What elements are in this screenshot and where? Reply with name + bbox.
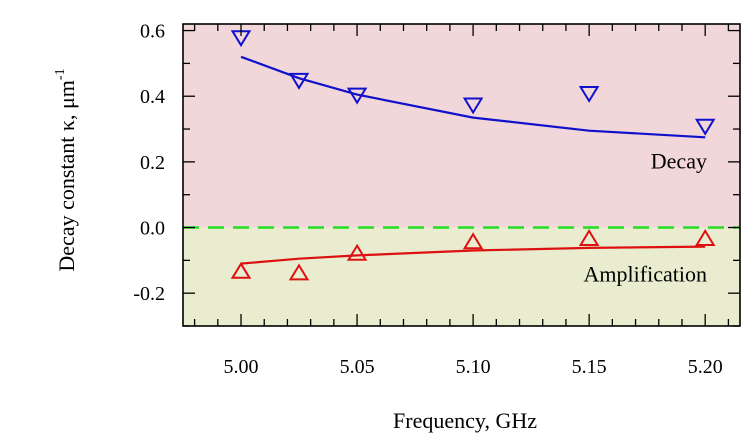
y-tick-label: 0.2: [140, 152, 165, 174]
amplification-data-point: [288, 263, 310, 281]
axes-layer: [182, 23, 741, 327]
x-axis-title: Frequency, GHz: [393, 408, 537, 433]
region-decay: [183, 24, 740, 228]
amplification-data-point: [346, 243, 368, 261]
y-axis-title-main: Decay constant κ, μm: [54, 80, 79, 272]
x-tick-label: 5.15: [572, 356, 607, 378]
decay-fit-line: [240, 55, 706, 139]
x-tick-label: 5.20: [688, 356, 723, 378]
fit-lines-layer: [240, 55, 706, 265]
y-tick-label: 0.4: [140, 86, 165, 108]
y-tick-label: 0.6: [140, 21, 165, 43]
decay-data-point: [578, 86, 600, 103]
amplification-data-point: [462, 232, 484, 250]
labels-layer: 5.00 5.05 5.10 5.15 5.20 -0.2 0.0 0.2 0.4 0.6 Deca…: [133, 21, 722, 378]
amplification-data-point: [230, 261, 252, 279]
data-points-layer: [230, 30, 716, 281]
decay-data-point: [462, 97, 484, 115]
amplification-data-point: [578, 228, 600, 246]
x-tick-label: 5.10: [456, 356, 491, 378]
x-tick-label: 5.00: [224, 356, 259, 378]
region-annotation-amplification: Amplification: [584, 262, 707, 287]
amplification-fit-line: [240, 245, 706, 265]
regions-layer: [183, 24, 740, 326]
amplification-data-point: [694, 228, 716, 246]
y-tick-label: 0.0: [140, 218, 165, 240]
plot-frame: [182, 23, 741, 327]
y-axis-title: Decay constant κ, μm-1: [53, 68, 79, 271]
decay-data-point: [288, 72, 310, 90]
region-annotation-decay: Decay: [651, 148, 707, 173]
x-tick-label: 5.05: [340, 356, 375, 378]
y-axis-title-superscript: -1: [53, 68, 68, 80]
decay-data-point: [694, 118, 716, 136]
region-amplification: [183, 227, 740, 326]
decay-data-point: [346, 87, 368, 105]
y-tick-label: -0.2: [133, 283, 165, 305]
